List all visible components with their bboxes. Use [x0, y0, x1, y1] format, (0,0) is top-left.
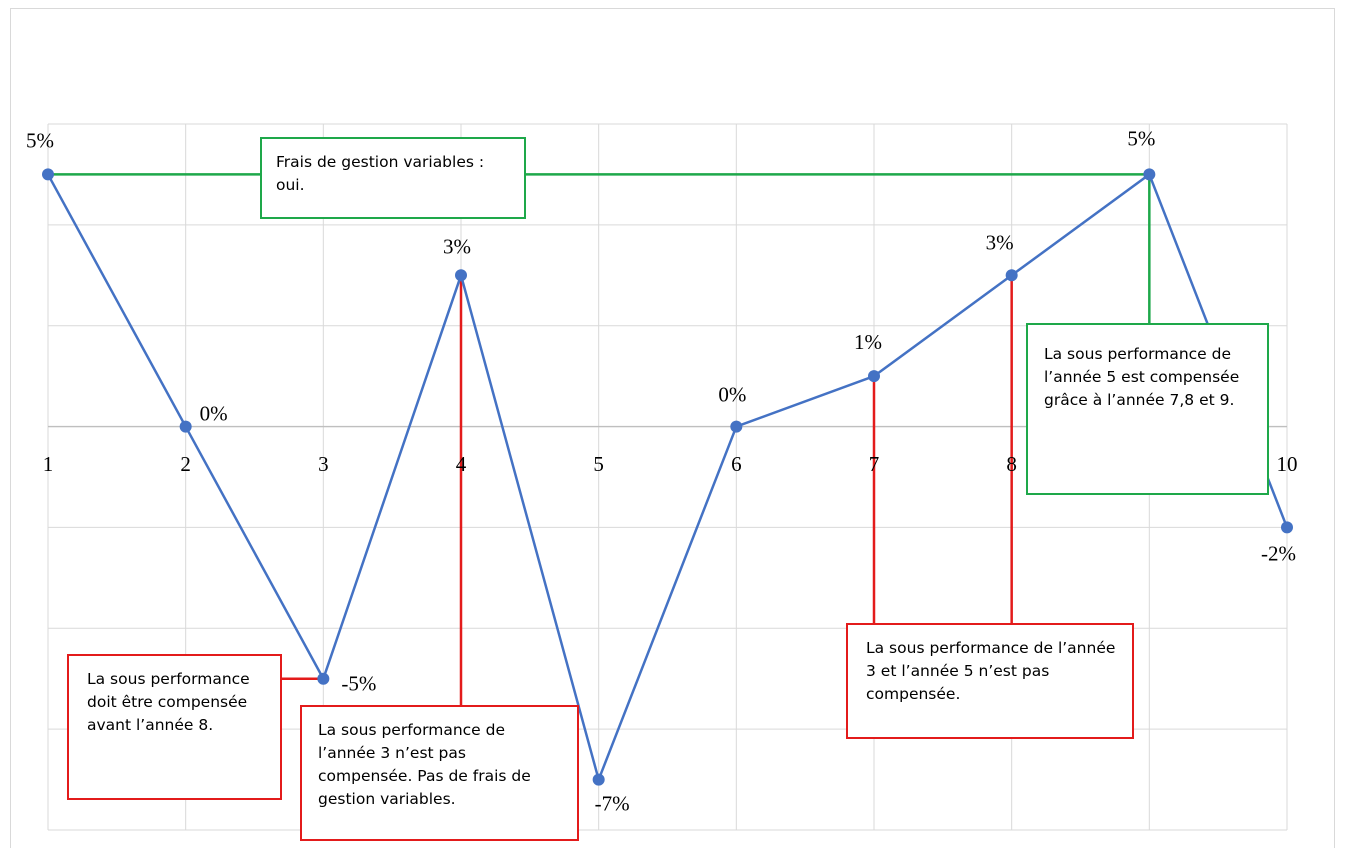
data-point — [317, 672, 330, 685]
data-point — [42, 168, 54, 181]
data-label: -5% — [341, 672, 376, 696]
data-point — [455, 269, 467, 282]
data-points — [42, 168, 1293, 786]
series-line — [46, 173, 1289, 781]
data-label: 5% — [1127, 126, 1155, 150]
data-point — [179, 420, 192, 433]
data-label: 0% — [718, 383, 746, 407]
annotation-not-compensated-year-3-text: La sous performance de l’année 3 n’est p… — [318, 721, 531, 808]
annotation-must-compensate-text: La sous performance doit être compensée … — [87, 670, 250, 734]
data-point — [868, 370, 880, 383]
annotation-must-compensate: La sous performance doit être compensée … — [67, 654, 282, 800]
tick-label: 6 — [731, 452, 742, 476]
tick-label: 2 — [180, 452, 191, 476]
tick-label: 4 — [456, 452, 467, 476]
tick-label: 1 — [43, 452, 54, 476]
tick-label: 3 — [318, 452, 329, 476]
data-point — [1143, 168, 1156, 181]
annotation-not-compensated-year-3: La sous performance de l’année 3 n’est p… — [300, 705, 579, 841]
annotation-not-compensated-years-3-5: La sous performance de l’année 3 et l’an… — [846, 623, 1134, 739]
data-label: 3% — [443, 234, 471, 258]
chart-frame — [10, 8, 1335, 848]
annotation-compensated-year-5: La sous performance de l’année 5 est com… — [1026, 323, 1269, 495]
data-label: -7% — [595, 792, 630, 816]
data-label: 3% — [986, 230, 1014, 254]
data-point — [592, 773, 605, 786]
data-label: 0% — [200, 402, 228, 426]
tick-label: 5 — [593, 452, 604, 476]
tick-label: 10 — [1277, 452, 1298, 476]
data-label: -2% — [1261, 541, 1296, 565]
tick-labels: 1 2 3 4 5 6 7 8 10 — [43, 452, 1298, 476]
annotation-fees-yes-text: Frais de gestion variables : oui. — [276, 153, 485, 194]
annotation-compensated-year-5-text: La sous performance de l’année 5 est com… — [1044, 345, 1240, 409]
data-label: 1% — [854, 330, 882, 354]
data-point — [1005, 269, 1018, 282]
data-label: 5% — [26, 128, 54, 152]
annotation-fees-yes: Frais de gestion variables : oui. — [260, 137, 526, 219]
annotation-not-compensated-years-3-5-text: La sous performance de l’année 3 et l’an… — [866, 639, 1116, 703]
data-point — [730, 420, 743, 433]
data-point — [1281, 521, 1293, 534]
series-polyline — [46, 173, 1289, 781]
data-labels: 5% 0% -5% 3% -7% 0% 1% 3% 5% -2% — [26, 126, 1296, 815]
tick-label: 7 — [869, 452, 880, 476]
tick-label: 8 — [1006, 452, 1017, 476]
